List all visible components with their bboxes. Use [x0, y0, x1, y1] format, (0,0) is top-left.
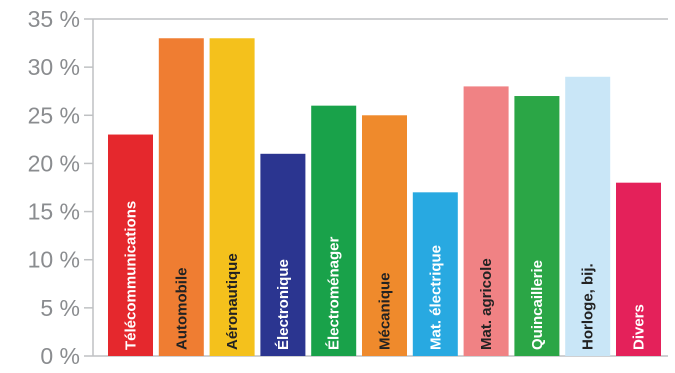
bar-category-label: Horloge, bij. — [580, 263, 597, 350]
bar-category-label: Aéronautique — [224, 253, 241, 350]
bar-category-label: Mat. agricole — [478, 258, 495, 350]
bar — [514, 96, 560, 357]
bar-category-label: Automobile — [173, 268, 190, 351]
bar — [463, 86, 509, 357]
bar-category-label: Électronique — [275, 259, 292, 350]
y-tick-label: 25 % — [28, 102, 80, 128]
bars — [108, 38, 661, 357]
y-tick-label: 15 % — [28, 199, 80, 225]
bar — [311, 105, 357, 357]
bar-category-label: Mécanique — [377, 272, 394, 350]
bar-category-label: Quincaillerie — [529, 260, 546, 350]
y-tick-label: 20 % — [28, 150, 80, 176]
bar — [158, 38, 204, 356]
bar — [565, 76, 611, 357]
bar-category-label: Électroménager — [326, 236, 343, 350]
bar-category-label: Divers — [631, 304, 648, 350]
y-tick-label: 10 % — [28, 247, 80, 273]
bar — [412, 192, 458, 356]
bar-category-label: Télécommunications — [123, 201, 140, 350]
bar — [209, 38, 255, 356]
bar — [108, 134, 153, 356]
y-tick-label: 35 % — [28, 6, 80, 32]
y-tick-label: 30 % — [28, 54, 80, 80]
bar-category-label: Mat. électrique — [427, 245, 444, 350]
y-axis: 0 % 5 % 10 % 15 % 20 % 25 % 30 % 35 % — [28, 6, 93, 369]
bar — [362, 115, 407, 357]
bar — [260, 153, 306, 356]
y-tick-label: 0 % — [40, 343, 80, 369]
bar — [616, 182, 661, 356]
y-tick-label: 5 % — [40, 295, 80, 321]
bar-labels: Télécommunications Automobile Aéronautique… — [123, 201, 648, 350]
